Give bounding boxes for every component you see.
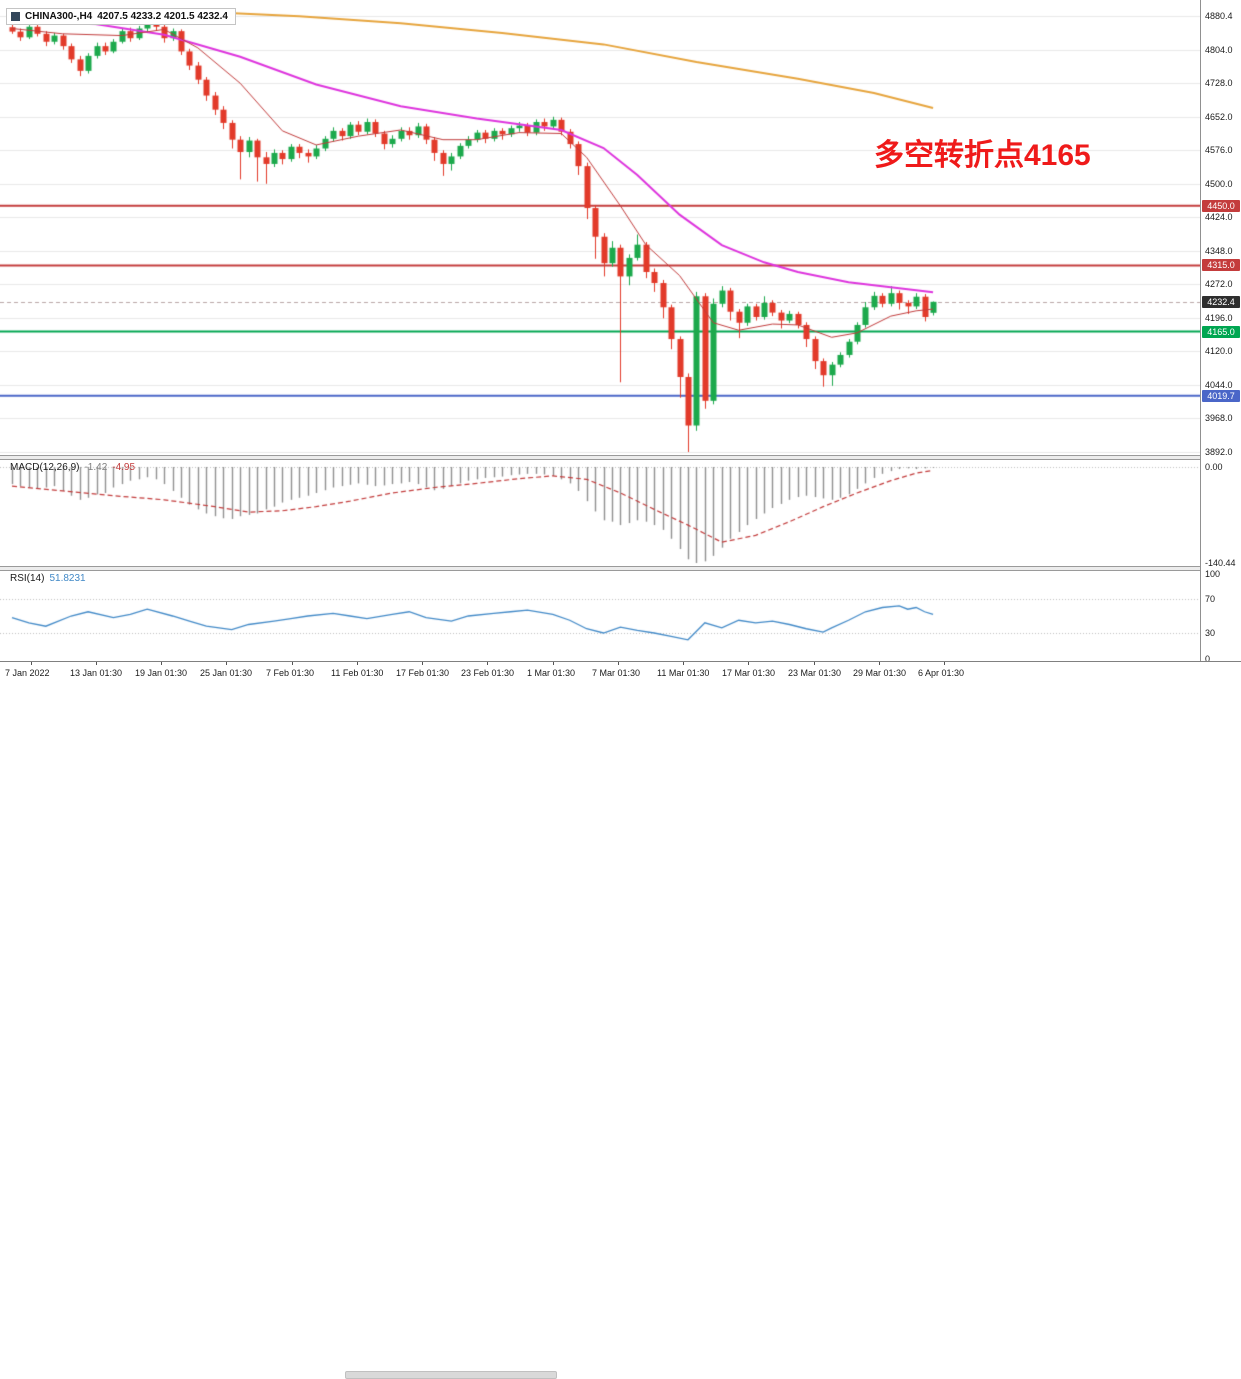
indicator-scale-label: -140.44 [1205, 558, 1236, 568]
annotation-text: 多空转折点4165 [874, 139, 1091, 172]
chart-icon [11, 12, 20, 21]
price-scale-label: 4272.0 [1205, 279, 1233, 290]
price-scale-label: 3968.0 [1205, 413, 1233, 424]
macd-chart-canvas[interactable] [0, 460, 1200, 566]
time-axis-tick [814, 662, 815, 665]
time-axis-tick [683, 662, 684, 665]
indicator-scale-label: 0 [1205, 653, 1211, 664]
macd-signal-value: -4.95 [112, 462, 136, 473]
ohlc-values: 4207.5 4233.2 4201.5 4232.4 [97, 11, 228, 22]
time-axis-label: 29 Mar 01:30 [853, 668, 907, 678]
current-price-badge: 4232.4 [1202, 295, 1240, 308]
rsi-value: 51.8231 [49, 573, 86, 584]
price-scale-label: 4348.0 [1205, 245, 1233, 256]
price-scale-label: 4196.0 [1205, 312, 1233, 323]
time-axis-label: 11 Feb 01:30 [331, 668, 384, 678]
time-axis-tick [422, 662, 423, 665]
panel-splitter[interactable] [0, 455, 1241, 460]
symbol-label: CHINA300-,H4 [25, 11, 93, 22]
time-axis-tick [226, 662, 227, 665]
macd-name: MACD(12,26,9) [10, 462, 80, 473]
time-axis-label: 7 Feb 01:30 [266, 668, 315, 678]
time-axis-tick [944, 662, 945, 665]
price-scale-label: 4804.0 [1205, 44, 1233, 55]
indicator-scale-label: 70 [1205, 594, 1216, 604]
time-axis-label: 13 Jan 01:30 [70, 668, 123, 678]
time-axis-label: 11 Mar 01:30 [657, 668, 710, 678]
time-axis-label: 6 Apr 01:30 [918, 668, 965, 678]
price-scale-label: 4500.0 [1205, 178, 1233, 189]
time-axis-label: 1 Mar 01:30 [527, 668, 576, 678]
time-axis-label: 19 Jan 01:30 [135, 668, 188, 678]
panel-splitter[interactable] [0, 566, 1241, 571]
time-axis[interactable]: 7 Jan 2022 13 Jan 01:30 19 Jan 01:30 25 Jan… [0, 661, 1241, 684]
price-level-badge: 4019.7 [1202, 389, 1240, 402]
price-scale-label: 4424.0 [1205, 212, 1233, 223]
time-axis-tick [357, 662, 358, 665]
price-chart-canvas[interactable] [0, 0, 1200, 455]
time-axis-label: 7 Mar 01:30 [592, 668, 641, 678]
rsi-chart-canvas[interactable] [0, 571, 1200, 661]
macd-indicator-label: MACD(12,26,9) -1.42 -4.95 [10, 462, 135, 473]
rsi-name: RSI(14) [10, 573, 45, 584]
price-scale-label: 4880.4 [1205, 10, 1233, 21]
time-axis-tick [879, 662, 880, 665]
price-level-badge: 4450.0 [1202, 199, 1240, 212]
time-axis-label: 7 Jan 2022 [5, 668, 50, 678]
price-scale-label: 3892.0 [1205, 446, 1233, 457]
price-scale-label: 4120.0 [1205, 346, 1233, 357]
time-axis-label: 23 Feb 01:30 [461, 668, 515, 678]
price-scale-label: 4044.0 [1205, 379, 1233, 390]
price-scale-label: 4576.0 [1205, 145, 1233, 156]
indicator-scale-label: 0.00 [1205, 462, 1223, 472]
rsi-indicator-label: RSI(14) 51.8231 [10, 573, 86, 584]
bottom-strip [0, 684, 1241, 1379]
macd-main-value: -1.42 [84, 462, 108, 473]
time-axis-tick [553, 662, 554, 665]
price-scale-label: 4728.0 [1205, 78, 1233, 89]
time-axis-tick [618, 662, 619, 665]
time-axis-tick [292, 662, 293, 665]
price-scale[interactable]: 4880.4 4804.0 4728.0 4652.0 4576.0 4500.0 4424… [1200, 0, 1241, 664]
indicator-scale-label: 30 [1205, 628, 1216, 638]
time-axis-label: 17 Feb 01:30 [396, 668, 450, 678]
symbol-header: CHINA300-,H4 4207.5 4233.2 4201.5 4232.4 [6, 8, 236, 25]
time-axis-tick [487, 662, 488, 665]
time-axis-tick [31, 662, 32, 665]
bottom-scrollbar[interactable] [345, 1371, 557, 1379]
time-axis-tick [748, 662, 749, 665]
time-axis-tick [161, 662, 162, 665]
price-level-badge: 4315.0 [1202, 259, 1240, 272]
indicator-scale-label: 100 [1205, 568, 1221, 579]
price-scale-label: 4652.0 [1205, 111, 1233, 122]
time-axis-label: 25 Jan 01:30 [200, 668, 253, 678]
time-axis-label: 23 Mar 01:30 [788, 668, 842, 678]
time-axis-label: 17 Mar 01:30 [722, 668, 776, 678]
time-axis-tick [96, 662, 97, 665]
price-level-badge: 4165.0 [1202, 325, 1240, 338]
